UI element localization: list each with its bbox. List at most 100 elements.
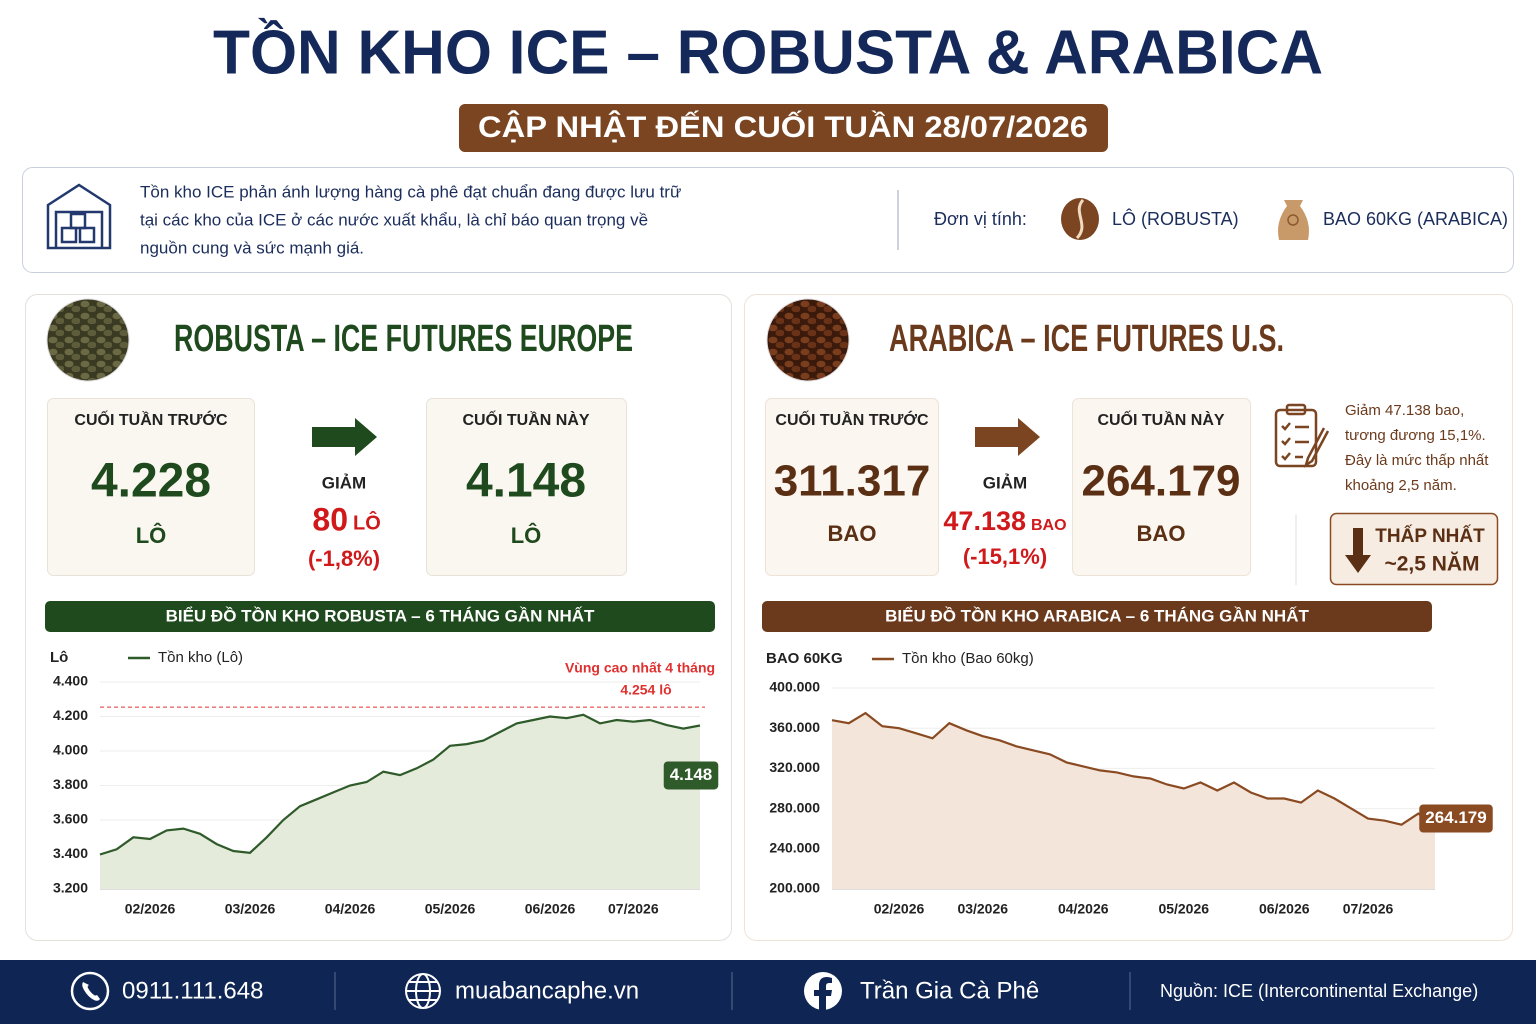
note-line: Giảm 47.138 bao, — [1345, 402, 1464, 419]
reference-value: 4.254 lô — [620, 682, 671, 698]
note-line: tương đương 15,1%. — [1345, 427, 1486, 444]
change-percent: (-1,8%) — [308, 546, 380, 571]
change-value: 47.138 — [943, 506, 1026, 536]
unit-robusta: LÔ (ROBUSTA) — [1112, 208, 1239, 229]
info-text: nguồn cung và sức mạnh giá. — [140, 238, 364, 257]
y-tick-label: 200.000 — [769, 880, 820, 896]
y-tick-label: 3.800 — [53, 776, 88, 792]
arrow — [975, 418, 1040, 456]
phone-glyph — [82, 982, 100, 1001]
card-label: CUỐI TUẦN TRƯỚC — [74, 409, 228, 429]
value-label: 264.179 — [1425, 808, 1486, 827]
change-label: GIẢM — [322, 473, 366, 492]
x-tick-label: 07/2026 — [608, 901, 659, 917]
chart-header — [45, 601, 715, 632]
warehouse-icon — [46, 183, 112, 250]
subtitle-pill — [459, 104, 1108, 152]
x-tick-label: 03/2026 — [957, 901, 1008, 917]
arabica-title: ARABICA – ICE FUTURES U.S. — [889, 318, 1284, 360]
arabica-image — [766, 298, 850, 382]
change-unit: LÔ — [353, 510, 381, 534]
robusta-prev-card — [47, 398, 255, 576]
info-box — [22, 167, 1514, 273]
x-tick-label: 05/2026 — [425, 901, 476, 917]
reference-label: Vùng cao nhất 4 tháng — [565, 660, 715, 676]
x-tick-label: 04/2026 — [325, 901, 376, 917]
arrow — [312, 418, 377, 456]
area — [100, 714, 700, 889]
arabica-current-card — [1072, 398, 1251, 576]
arabica-prev-card — [765, 398, 939, 576]
card-label: CUỐI TUẦN TRƯỚC — [775, 409, 929, 429]
y-tick-label: 4.200 — [53, 707, 88, 723]
bean-icon-line — [1075, 198, 1085, 240]
legend-label: Tồn kho (Lô) — [158, 649, 243, 666]
chart-header — [762, 601, 1432, 632]
change-value: 80 — [312, 501, 348, 537]
x-tick-label: 04/2026 — [1058, 901, 1109, 917]
x-tick-label: 03/2026 — [225, 901, 276, 917]
y-axis-label: BAO 60KG — [766, 650, 843, 667]
website[interactable]: muabancaphe.vn — [455, 977, 639, 1004]
robusta-image — [46, 298, 130, 382]
y-tick-label: 360.000 — [769, 719, 820, 735]
bag-icon-mark — [1287, 214, 1299, 226]
x-tick-label: 07/2026 — [1343, 901, 1394, 917]
value-label-bg — [663, 761, 719, 790]
value-label-bg — [1419, 804, 1493, 833]
phone[interactable]: 0911.111.648 — [122, 977, 263, 1004]
line — [831, 711, 1436, 826]
phone-icon — [70, 971, 110, 1011]
card-unit: BAO — [1137, 521, 1186, 546]
robusta-title: ROBUSTA – ICE FUTURES EUROPE — [174, 318, 633, 360]
x-tick-label: 05/2026 — [1158, 901, 1209, 917]
y-tick-label: 4.400 — [53, 673, 88, 689]
chart-title: BIỂU ĐỒ TỒN KHO ROBUSTA – 6 THÁNG GẦN NH… — [166, 606, 595, 625]
unit-label: Đơn vị tính: — [934, 209, 1027, 229]
chart-title: BIỂU ĐỒ TỒN KHO ARABICA – 6 THÁNG GẦN NH… — [885, 606, 1309, 625]
x-tick-label: 06/2026 — [1259, 901, 1310, 917]
unit-arabica: BAO 60KG (ARABICA) — [1323, 209, 1508, 229]
note-line: khoảng 2,5 năm. — [1345, 477, 1457, 494]
checklist-icon — [1274, 403, 1330, 468]
badge-text: THẤP NHẤT — [1375, 525, 1485, 547]
change-unit: BAO — [1031, 517, 1067, 534]
robusta-current-card — [426, 398, 627, 576]
x-tick-label: 02/2026 — [874, 901, 925, 917]
card-value: 4.228 — [91, 455, 211, 508]
card-label: CUỐI TUẦN NÀY — [1097, 409, 1224, 429]
card-unit: LÔ — [511, 523, 542, 548]
note-line: Đây là mức thấp nhất — [1345, 452, 1489, 469]
card-unit: BAO — [828, 521, 877, 546]
footer — [0, 960, 1536, 1024]
legend-label: Tồn kho (Bao 60kg) — [902, 650, 1034, 667]
x-tick-label: 02/2026 — [125, 901, 176, 917]
subtitle: CẬP NHẬT ĐẾN CUỐI TUẦN 28/07/2026 — [478, 110, 1088, 144]
badge-text: ~2,5 NĂM — [1384, 553, 1479, 576]
globe-icon — [405, 973, 441, 1009]
facebook-glyph — [814, 977, 832, 1010]
y-tick-label: 240.000 — [769, 840, 820, 856]
change-percent: (-15,1%) — [963, 544, 1047, 569]
value-label: 4.148 — [670, 765, 713, 784]
info-text: tại các kho của ICE ở các nước xuất khẩu… — [140, 210, 648, 229]
change-label: GIẢM — [983, 473, 1027, 492]
y-tick-label: 3.200 — [53, 880, 88, 896]
y-tick-label: 280.000 — [769, 799, 820, 815]
x-tick-label: 06/2026 — [525, 901, 576, 917]
card-value: 264.179 — [1081, 457, 1240, 506]
card-value: 311.317 — [774, 457, 931, 506]
card-unit: LÔ — [136, 523, 167, 548]
y-tick-label: 320.000 — [769, 759, 820, 775]
facebook[interactable]: Trần Gia Cà Phê — [860, 977, 1039, 1004]
card-label: CUỐI TUẦN NÀY — [462, 409, 589, 429]
y-axis-label: Lô — [50, 649, 68, 666]
area — [832, 713, 1435, 889]
y-tick-label: 400.000 — [769, 679, 820, 695]
charts: Lô 3.200 3.400 3.600 3.800 4.000 4.200 4.400 02/… — [50, 649, 1493, 917]
badge — [1329, 512, 1499, 586]
y-tick-label: 3.600 — [53, 811, 88, 827]
card-value: 4.148 — [466, 455, 586, 508]
